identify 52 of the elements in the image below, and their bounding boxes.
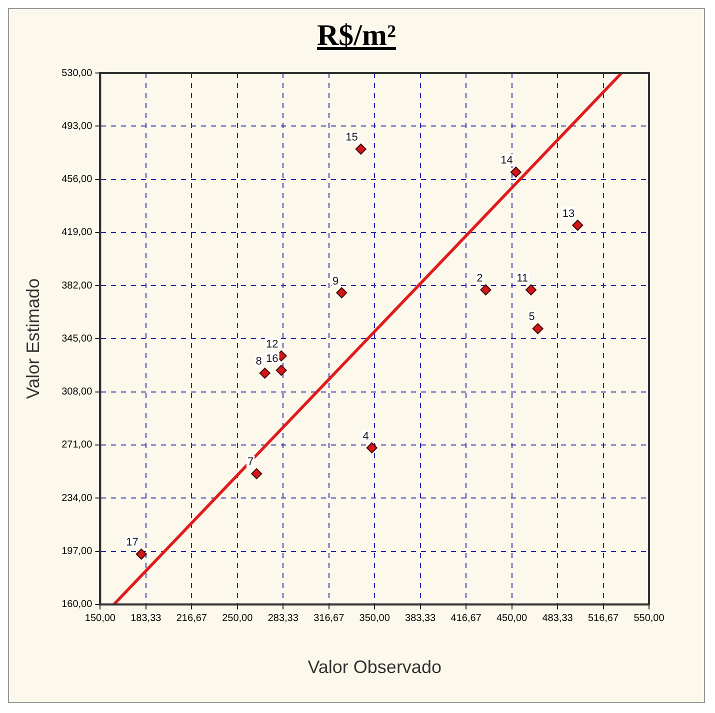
annotation: 17 xyxy=(126,536,138,549)
y-axis-title: Valor Estimado xyxy=(22,278,43,400)
x-tick-label: 383,33 xyxy=(405,613,436,624)
x-tick-label: 550,00 xyxy=(634,613,665,624)
annotation: 4 xyxy=(362,430,369,442)
point xyxy=(355,144,366,155)
annotation: 5 xyxy=(528,311,535,324)
x-tick-label: 516,67 xyxy=(588,613,619,624)
x-tick-label: 350,00 xyxy=(359,613,390,624)
x-tick-label: 283,33 xyxy=(268,613,299,624)
annotation: 8 xyxy=(256,356,262,368)
x-tick-label: 316,67 xyxy=(314,613,345,624)
x-tick-label: 450,00 xyxy=(496,613,528,624)
point xyxy=(510,166,522,178)
annotation: 13 xyxy=(562,208,575,220)
y-tick-label: 345,00 xyxy=(62,333,93,344)
point xyxy=(259,368,270,379)
point xyxy=(251,468,262,480)
annotation: 11 xyxy=(516,272,528,284)
annotation: 2 xyxy=(476,272,483,284)
x-tick-label: 250,00 xyxy=(222,613,254,624)
annotation: 7 xyxy=(247,456,254,468)
chart-title: R$/m² xyxy=(316,18,397,54)
point xyxy=(366,442,378,454)
y-tick-label: 530,00 xyxy=(62,68,93,79)
y-tick-label: 197,00 xyxy=(62,546,93,558)
y-tick-label: 493,00 xyxy=(62,120,93,132)
point xyxy=(276,364,287,376)
point xyxy=(136,548,147,560)
annotation: 14 xyxy=(500,154,513,167)
annotation: 16 xyxy=(266,352,278,365)
y-tick-label: 308,00 xyxy=(62,386,93,398)
y-tick-label: 271,00 xyxy=(62,440,93,451)
y-tick-label: 234,00 xyxy=(62,492,93,504)
point xyxy=(480,284,492,296)
y-tick-label: 160,00 xyxy=(62,599,93,610)
annotation: 15 xyxy=(346,132,358,144)
point xyxy=(572,220,584,231)
x-tick-label: 216,67 xyxy=(176,613,208,624)
annotation: 12 xyxy=(266,338,278,350)
y-tick-label: 382,00 xyxy=(62,280,93,292)
y-tick-label: 456,00 xyxy=(62,174,93,186)
x-tick-label: 483,33 xyxy=(542,613,574,624)
x-axis-title: Valor Observado xyxy=(308,657,442,678)
x-tick-label: 150,00 xyxy=(84,613,116,624)
point xyxy=(526,284,537,296)
x-tick-label: 416,67 xyxy=(450,613,482,624)
annotation: 9 xyxy=(332,275,339,288)
point xyxy=(532,323,544,334)
y-tick-label: 419,00 xyxy=(62,227,93,238)
x-tick-label: 183,33 xyxy=(130,613,162,624)
point xyxy=(336,287,348,298)
